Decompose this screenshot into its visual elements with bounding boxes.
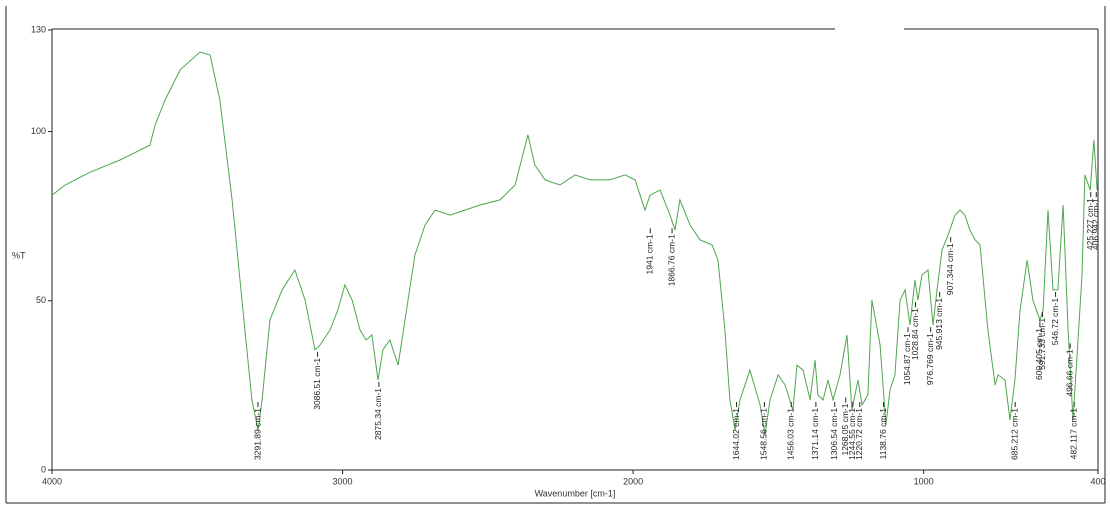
- peak-label: 600.405 cm-1: [1034, 328, 1044, 380]
- peak-label: 907.344 cm-1: [945, 243, 955, 295]
- peak-label: 425.227 cm-1: [1085, 198, 1095, 250]
- x-tick-label: 4000: [42, 476, 62, 486]
- peak-label: 546.72 cm-1: [1050, 298, 1060, 346]
- peak-label: 591.733 cm-1: [1037, 318, 1047, 370]
- peak-label: 496.66 cm-1: [1064, 349, 1074, 397]
- peak-label: 482.117 cm-1: [1068, 408, 1078, 460]
- peak-label: 3086.51 cm-1: [312, 358, 322, 410]
- peak-label: 1456.03 cm-1: [785, 408, 795, 460]
- x-tick-label: 1000: [914, 476, 934, 486]
- x-tick-label: 2000: [623, 476, 643, 486]
- peak-label: 1138.76 cm-1: [878, 408, 888, 460]
- y-tick-label: 50: [36, 295, 46, 305]
- peak-label: 945.913 cm-1: [934, 298, 944, 350]
- x-axis-label: Wavenumber [cm-1]: [535, 488, 616, 498]
- y-axis-label: %T: [12, 250, 26, 260]
- peak-label: 1644.02 cm-1: [731, 408, 741, 460]
- peak-label: 1268.05 cm-1: [840, 403, 850, 455]
- peak-label: 1244.55 cm-1: [847, 408, 857, 460]
- y-tick-label: 100: [31, 126, 46, 136]
- peak-label: 685.212 cm-1: [1009, 408, 1019, 460]
- peak-label: 406.942 cm-1: [1091, 198, 1101, 250]
- peak-label: 3291.89 cm-1: [252, 408, 262, 460]
- peak-label: 2875.34 cm-1: [373, 388, 383, 440]
- peak-label: 1866.76 cm-1: [666, 234, 676, 286]
- x-tick-label: 3000: [333, 476, 353, 486]
- peak-label: 1054.87 cm-1: [902, 333, 912, 385]
- spectrum-line: [51, 51, 1098, 436]
- peak-label: 1941 cm-1: [645, 234, 655, 274]
- peak-label: 976.769 cm-1: [925, 333, 935, 385]
- y-tick-label: 130: [31, 24, 46, 34]
- peak-label: 1548.56 cm-1: [759, 408, 769, 460]
- x-tick-label: 400: [1090, 476, 1105, 486]
- peak-label: 1371.14 cm-1: [810, 408, 820, 460]
- y-tick-label: 0: [41, 464, 46, 474]
- peak-label: 1028.84 cm-1: [910, 308, 920, 360]
- peak-label: 1306.54 cm-1: [829, 408, 839, 460]
- peak-label: 1220.72 cm-1: [854, 408, 864, 460]
